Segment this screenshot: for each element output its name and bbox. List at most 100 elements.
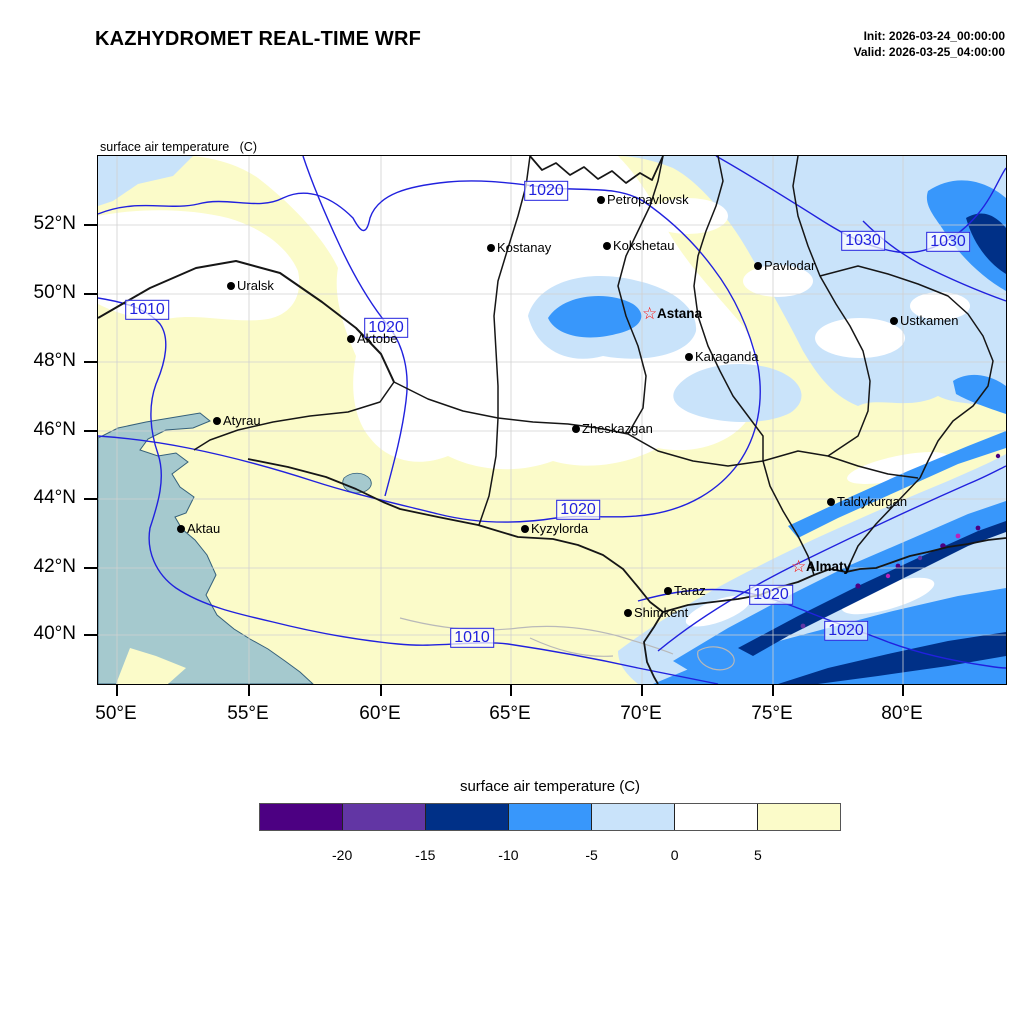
y-axis-label: 48°N <box>33 350 76 371</box>
city-dot-icon <box>597 196 605 204</box>
isobar-label-1020: 1020 <box>556 499 600 521</box>
x-axis-tick <box>248 684 250 696</box>
isobar-label-1030: 1030 <box>926 231 970 253</box>
legend-title: surface air temperature (C) <box>459 778 641 795</box>
city-label: Uralsk <box>237 278 274 293</box>
isobar-label-1020: 1020 <box>749 584 793 606</box>
graticule <box>98 156 1006 684</box>
legend-color-segment <box>260 804 342 830</box>
city-dot-icon <box>754 262 762 270</box>
city-label: Aktobe <box>357 331 398 346</box>
isobar-label-1020: 1020 <box>364 317 408 339</box>
y-axis-label: 42°N <box>33 556 76 577</box>
x-axis-label: 65°E <box>489 703 531 724</box>
city-dot-icon <box>213 417 221 425</box>
legend-tick-label: 5 <box>753 847 762 863</box>
page-title: KAZHYDROMET REAL-TIME WRF <box>95 28 422 50</box>
y-axis-label: 52°N <box>33 213 76 234</box>
caspian-sea <box>98 412 372 684</box>
city-label: Taraz <box>674 583 706 598</box>
city-dot-icon <box>487 244 495 252</box>
legend-tick-label: -5 <box>585 847 598 863</box>
x-axis-tick <box>641 684 643 696</box>
city-label: Kokshetau <box>613 238 675 253</box>
legend-color-segment <box>757 804 840 830</box>
star-marker-icon: ☆ <box>791 557 807 576</box>
temp-purple-specks <box>800 453 1001 629</box>
isobar-label-1030: 1030 <box>841 230 885 252</box>
city-label: Shimkent <box>634 605 689 620</box>
temp-navy-regions <box>738 213 1006 684</box>
x-axis-label: 75°E <box>751 703 793 724</box>
x-axis-label: 55°E <box>227 703 269 724</box>
y-axis-label: 44°N <box>33 487 76 508</box>
isobar-label-1020: 1020 <box>824 620 868 642</box>
isobar-label-1010: 1010 <box>125 299 169 321</box>
x-axis-label: 70°E <box>620 703 662 724</box>
legend-tick-label: -20 <box>332 847 353 863</box>
y-axis-tick <box>84 430 97 432</box>
admin-borders <box>98 156 1006 684</box>
legend-tick-label: -10 <box>498 847 519 863</box>
city-label: Kyzylorda <box>531 521 589 536</box>
isobar-contours <box>98 156 1006 684</box>
y-axis-label: 46°N <box>33 419 76 440</box>
y-axis-label: 50°N <box>33 282 76 303</box>
x-axis-tick <box>116 684 118 696</box>
x-axis-tick <box>902 684 904 696</box>
x-axis-label: 60°E <box>359 703 401 724</box>
star-marker-icon: ☆ <box>642 304 658 323</box>
city-dot-icon <box>624 609 632 617</box>
city-label: Kostanay <box>497 240 552 255</box>
city-dot-icon <box>572 425 580 433</box>
city-label: Almaty <box>806 559 852 574</box>
city-dot-icon <box>685 353 693 361</box>
valid-time: Valid: 2026-03-25_04:00:00 <box>853 45 1005 60</box>
init-time: Init: 2026-03-24_00:00:00 <box>863 29 1005 43</box>
x-axis-label: 80°E <box>881 703 923 724</box>
legend-color-segment <box>425 804 508 830</box>
x-axis-label: 50°E <box>95 703 137 724</box>
parameter-line-temperature: surface air temperature (C) <box>100 139 257 154</box>
city-dot-icon <box>827 498 835 506</box>
city-label: Astana <box>657 306 703 321</box>
run-times: Init: 2026-03-24_00:00:00 Valid: 2026-03… <box>854 28 1005 60</box>
x-axis-tick <box>510 684 512 696</box>
map-overlay: 1020 1010 1020 1030 1030 1020 1020 1020 1010 Petr… <box>98 156 1006 684</box>
isobar-label-1020: 1020 <box>524 180 568 202</box>
city-dot-icon <box>521 525 529 533</box>
legend-color-segment <box>591 804 674 830</box>
city-dot-icon <box>890 317 898 325</box>
city-dot-icon <box>177 525 185 533</box>
city-dot-icon <box>347 335 355 343</box>
city-label: Zheskazgan <box>582 421 653 436</box>
legend-colorbar <box>259 803 841 831</box>
legend-color-segment <box>342 804 425 830</box>
city-label: Aktau <box>187 521 221 536</box>
temp-white-patches <box>648 198 970 627</box>
legend-color-segment <box>674 804 757 830</box>
y-axis-tick <box>84 567 97 569</box>
legend-color-segment <box>508 804 591 830</box>
x-axis-tick <box>772 684 774 696</box>
isobar-label-1010: 1010 <box>450 627 494 649</box>
city-label: Atyrau <box>223 413 261 428</box>
city-label: Pavlodar <box>764 258 816 273</box>
y-axis-tick <box>84 361 97 363</box>
y-axis-label: 40°N <box>33 623 76 644</box>
city-label: Petropavlovsk <box>607 192 689 207</box>
y-axis-tick <box>84 293 97 295</box>
x-axis-tick <box>380 684 382 696</box>
city-label: Taldykurgan <box>837 494 908 509</box>
city-label: Ustkamen <box>900 313 959 328</box>
city-dot-icon <box>227 282 235 290</box>
legend-tick-label: -15 <box>415 847 436 863</box>
y-axis-tick <box>84 634 97 636</box>
city-dot-icon <box>664 587 672 595</box>
y-axis-tick <box>84 224 97 226</box>
y-axis-tick <box>84 498 97 500</box>
city-label: Karaganda <box>695 349 759 364</box>
city-dot-icon <box>603 242 611 250</box>
map-canvas: 1020 1010 1020 1030 1030 1020 1020 1020 1010 Petr… <box>97 155 1007 685</box>
